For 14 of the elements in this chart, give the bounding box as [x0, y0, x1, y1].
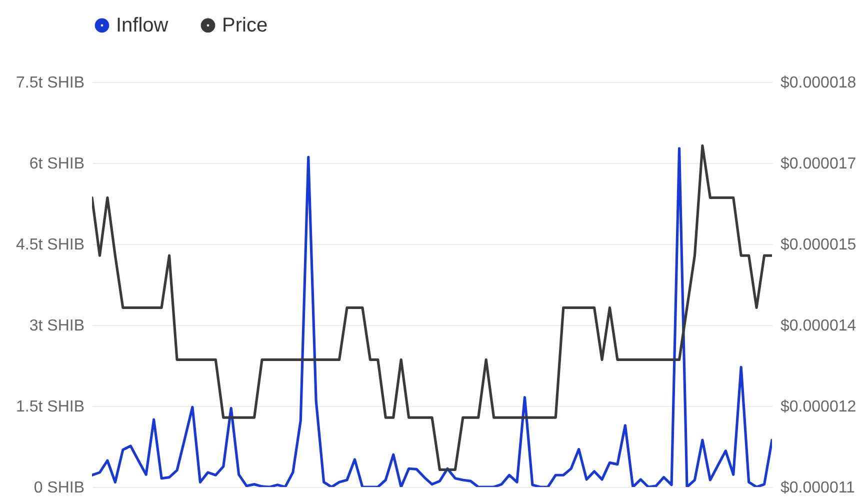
y-tick-label: 1.5t SHIB	[16, 398, 84, 416]
y-tick-label: 7.5t SHIB	[16, 74, 84, 92]
y2-tick-label: $0.000015	[780, 236, 856, 254]
y2-tick-label: $0.000017	[780, 156, 856, 172]
legend-label: Price	[222, 14, 268, 36]
y2-tick-label: $0.000012	[780, 398, 856, 416]
y2-tick-label: $0.000011	[780, 480, 856, 496]
y2-tick-label: $0.000014	[780, 318, 856, 334]
y-tick-label: 0 SHIB	[34, 480, 84, 496]
y2-tick-label: $0.000018	[780, 74, 856, 92]
legend-label: Inflow	[116, 14, 169, 36]
y-tick-label: 4.5t SHIB	[16, 236, 84, 254]
y-tick-label: 3t SHIB	[29, 318, 84, 334]
y-tick-label: 6t SHIB	[29, 156, 84, 172]
